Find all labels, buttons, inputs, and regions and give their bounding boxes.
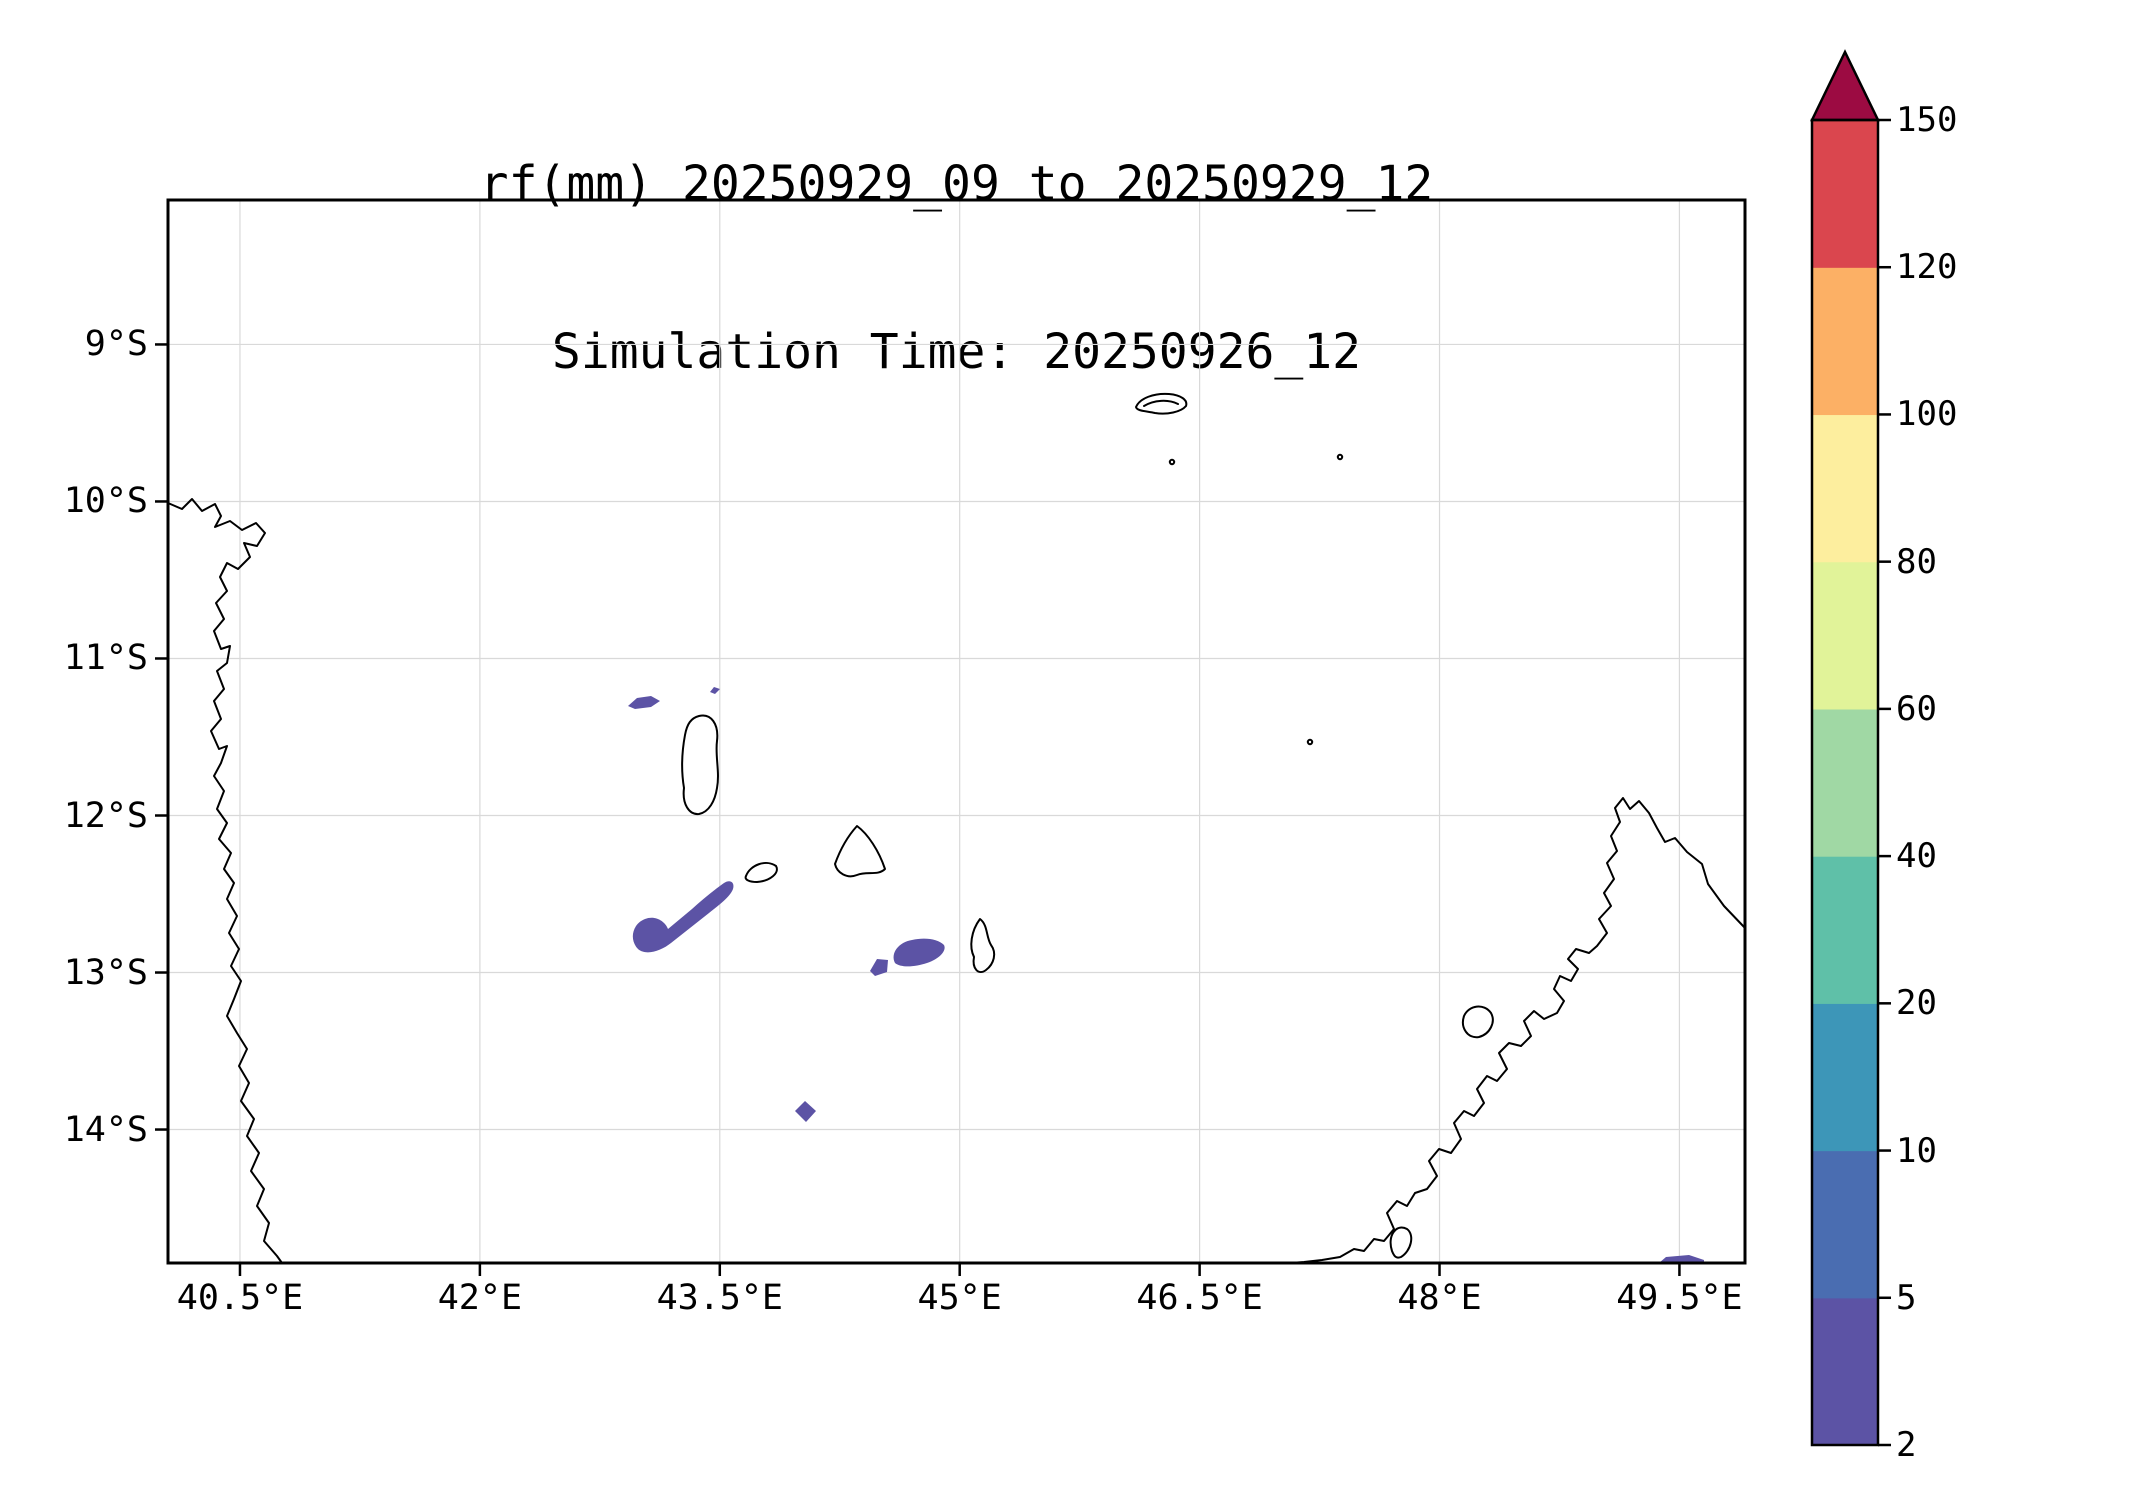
colorbar-segment-120-150: [1812, 120, 1878, 268]
rain-patch-bottom-right-sliver: [1659, 1255, 1704, 1263]
colorbar-segment-20-40: [1812, 856, 1878, 1004]
colorbar-tick-label: 60: [1896, 688, 1937, 729]
rain-patch-northwest-streak: [628, 696, 660, 709]
y-tick-label: 11°S: [63, 638, 148, 679]
x-tick-label: 45°E: [917, 1278, 1002, 1318]
y-tick-label: 13°S: [63, 952, 148, 993]
colorbar-segment-80-100: [1812, 414, 1878, 563]
colorbar-segment-2-5: [1812, 1297, 1878, 1446]
x-tick-label: 43.5°E: [656, 1278, 783, 1318]
colorbar-segment-60-80: [1812, 561, 1878, 710]
colorbar-segment-10-20: [1812, 1003, 1878, 1152]
rain-patch-east-small: [870, 959, 888, 976]
colorbar-outline: [1810, 118, 1880, 1447]
aldabra-lagoon: [1143, 399, 1179, 407]
chart-title-block: rf(mm) 20250929_09 to 20250929_12 Simula…: [168, 44, 1745, 492]
x-tick-label: 40.5°E: [176, 1278, 304, 1318]
axis-tick-marks: [155, 343, 1681, 1276]
colorbar-tick-label: 5: [1896, 1277, 1917, 1318]
islet-dot-1: [1168, 458, 1176, 466]
moheli-island: [744, 862, 778, 883]
colorbar-tick-label: 2: [1896, 1425, 1917, 1465]
colorbar-tick-label: 120: [1896, 247, 1958, 288]
map-canvas: [155, 198, 1747, 1276]
rain-patch-east-main: [893, 938, 945, 967]
grande-comore-island: [681, 714, 719, 816]
coastlines: [167, 392, 1746, 1264]
colorbar-tick-label: 10: [1896, 1130, 1937, 1171]
colorbar-extend-max-arrow: [1810, 49, 1880, 122]
islet-dot-3: [1306, 738, 1314, 746]
y-tick-label: 10°S: [63, 481, 148, 522]
y-tick-label: 12°S: [63, 795, 148, 836]
colorbar-segment-100-120: [1812, 267, 1878, 416]
madagascar-coastline: [1289, 797, 1746, 1264]
colorbar-tick-label: 20: [1896, 983, 1937, 1024]
colorbar-tick-label: 40: [1896, 836, 1937, 877]
colorbar-segment-5-10: [1812, 1150, 1878, 1299]
x-tick-label: 46.5°E: [1136, 1278, 1263, 1318]
rain-patch-main-diagonal: [632, 881, 734, 953]
x-tick-label: 49.5°E: [1616, 1278, 1743, 1318]
gridlines: [168, 200, 1745, 1263]
islet-dot-2: [1336, 453, 1344, 461]
x-tick-label: 48°E: [1397, 1278, 1482, 1318]
east-africa-coastline: [167, 498, 283, 1264]
chart-title: rf(mm) 20250929_09 to 20250929_12: [479, 156, 1434, 212]
aldabra-atoll: [1135, 392, 1188, 415]
colorbar-tick-label: 150: [1896, 100, 1958, 140]
nosy-be-island: [1462, 1005, 1494, 1039]
chart-subtitle: Simulation Time: 20250926_12: [551, 324, 1362, 380]
colorbar-canvas: [1810, 49, 1891, 1447]
mayotte-island: [970, 918, 996, 974]
colorbar-tick-label: 80: [1896, 541, 1937, 582]
axes-border: [166, 198, 1747, 1265]
rainfall-patches: [628, 687, 1704, 1263]
y-tick-label: 14°S: [63, 1109, 148, 1150]
plot-frame: [166, 198, 1747, 1265]
coastal-islet: [1389, 1226, 1413, 1259]
colorbar-segment-40-60: [1812, 708, 1878, 857]
colorbar: [1810, 49, 1972, 1447]
colorbar-tick-label: 100: [1896, 394, 1958, 435]
rain-patch-south-diamond: [795, 1101, 816, 1122]
map-plot: [155, 198, 1747, 1276]
x-tick-label: 42°E: [437, 1278, 523, 1318]
y-tick-label: 9°S: [84, 324, 148, 365]
rain-patch-north-dash: [710, 687, 720, 694]
anjouan-island: [834, 825, 886, 878]
